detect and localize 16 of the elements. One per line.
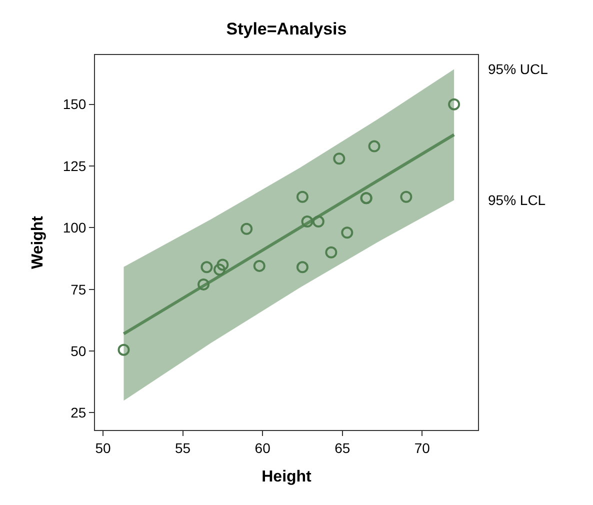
x-tick-label: 50 xyxy=(95,440,111,456)
y-tick-label: 125 xyxy=(62,158,86,174)
y-tick-label: 150 xyxy=(62,96,86,112)
x-tick-label: 60 xyxy=(254,440,271,456)
chart-title: Style=Analysis xyxy=(226,20,347,39)
y-axis-title: Weight xyxy=(30,215,47,270)
annotation: 95% LCL xyxy=(488,192,546,208)
y-tick-label: 25 xyxy=(70,404,86,421)
y-tick-label: 100 xyxy=(62,220,86,236)
x-tick-label: 55 xyxy=(174,440,191,456)
y-tick-label: 50 xyxy=(70,342,86,359)
x-tick-label: 65 xyxy=(334,440,350,456)
x-tick-label: 70 xyxy=(414,440,430,456)
annotation: 95% UCL xyxy=(488,61,548,77)
y-tick-label: 75 xyxy=(70,281,86,298)
x-axis-title: Height xyxy=(262,468,312,486)
